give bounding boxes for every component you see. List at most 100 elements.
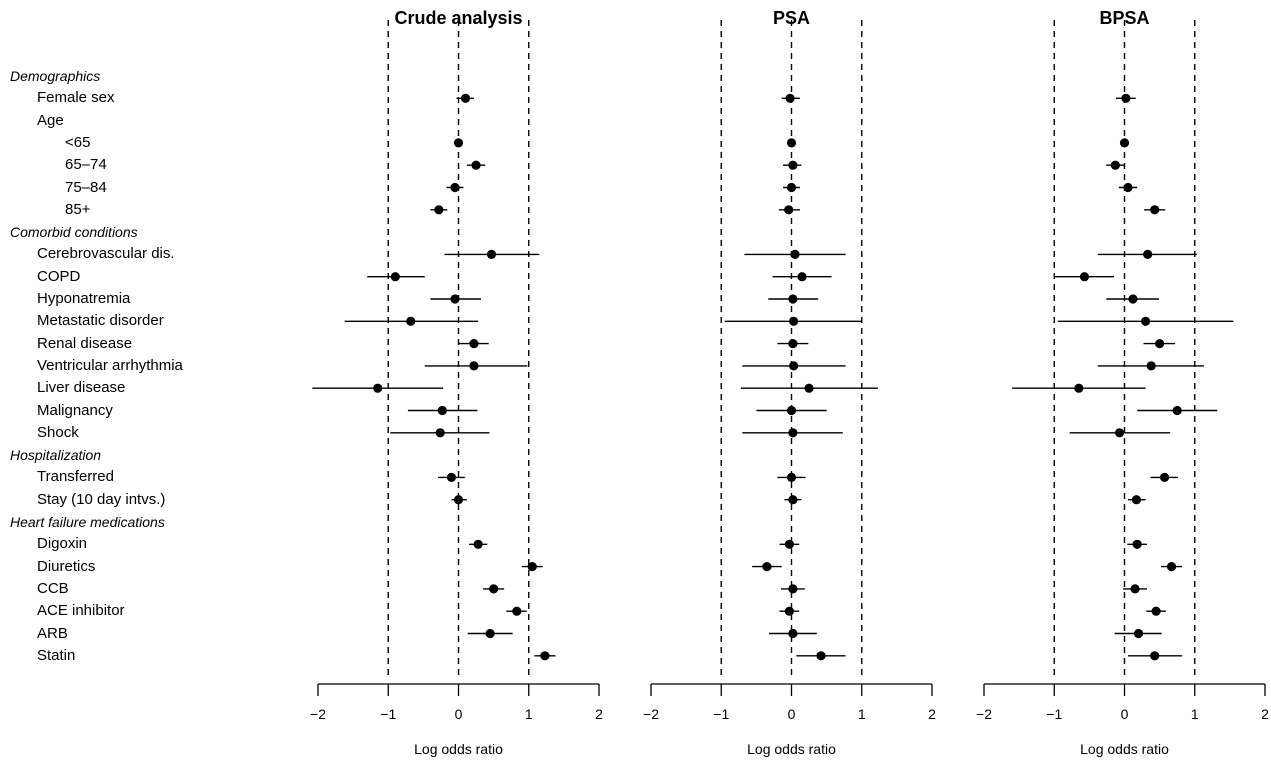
point-estimate	[788, 339, 798, 349]
point-estimate	[1119, 138, 1130, 148]
row-label: Stay (10 day intvs.)	[37, 490, 166, 508]
row-label: Digoxin	[37, 535, 88, 553]
x-tick-label: 0	[788, 706, 796, 722]
x-tick-label: 2	[595, 706, 603, 722]
point-estimate	[406, 316, 416, 326]
x-tick-label: −2	[643, 706, 659, 722]
section-label: Comorbid conditions	[10, 224, 138, 241]
point-estimate	[489, 584, 499, 594]
point-estimate	[450, 182, 460, 193]
row-label: Malignancy	[37, 401, 113, 419]
point-estimate	[788, 160, 798, 170]
row-label: Ventricular arrhythmia	[37, 356, 183, 374]
point-estimate	[1150, 651, 1160, 661]
point-estimate	[446, 472, 457, 482]
point-estimate	[762, 562, 772, 572]
point-estimate	[1143, 249, 1153, 259]
x-tick-label: −1	[1046, 706, 1062, 722]
point-estimate	[789, 361, 799, 371]
x-tick-label: 1	[525, 706, 533, 722]
row-label: 75–84	[65, 178, 107, 196]
point-estimate	[1146, 361, 1156, 371]
x-axis-label: Log odds ratio	[414, 741, 503, 757]
row-label: ARB	[37, 624, 68, 642]
point-estimate	[450, 294, 460, 304]
point-estimate	[527, 562, 537, 572]
point-estimate	[788, 294, 798, 304]
row-label: Age	[37, 111, 64, 129]
point-estimate	[460, 93, 471, 103]
point-estimate	[1150, 205, 1160, 215]
x-tick-label: 0	[455, 706, 463, 722]
point-estimate	[816, 651, 826, 661]
point-estimate	[786, 405, 797, 416]
point-estimate	[540, 651, 550, 661]
point-estimate	[1151, 606, 1161, 616]
point-estimate	[784, 606, 794, 616]
point-estimate	[486, 249, 497, 259]
point-estimate	[786, 472, 797, 482]
row-label: Transferred	[37, 468, 114, 486]
row-label: 65–74	[65, 156, 107, 174]
x-tick-label: 1	[1191, 706, 1199, 722]
point-estimate	[788, 495, 798, 505]
row-label: ACE inhibitor	[37, 602, 125, 620]
section-label: Heart failure medications	[10, 514, 165, 530]
row-label: Cerebrovascular dis.	[37, 245, 175, 263]
point-estimate	[437, 405, 447, 416]
x-tick-label: 1	[858, 706, 866, 722]
point-estimate	[1133, 628, 1144, 639]
row-label: Liver disease	[37, 379, 126, 397]
point-estimate	[804, 383, 814, 393]
point-estimate	[473, 539, 483, 549]
row-label: Renal disease	[37, 334, 133, 352]
point-estimate	[790, 249, 800, 259]
point-estimate	[785, 93, 795, 103]
point-estimate	[1131, 495, 1142, 505]
point-estimate	[434, 205, 444, 215]
point-estimate	[788, 628, 798, 639]
section-label: Hospitalization	[10, 447, 102, 464]
point-estimate	[453, 138, 464, 148]
x-axis-label: Log odds ratio	[1080, 741, 1169, 757]
row-label: 85+	[65, 200, 91, 218]
point-estimate	[485, 628, 495, 639]
point-estimate	[390, 272, 400, 282]
point-estimate	[1166, 562, 1177, 572]
section-label: Demographics	[10, 68, 101, 84]
point-estimate	[784, 205, 794, 215]
point-estimate	[469, 339, 479, 349]
row-label: COPD	[37, 267, 81, 285]
point-estimate	[788, 584, 798, 594]
row-label: Metastatic disorder	[37, 312, 164, 330]
x-tick-label: −2	[310, 706, 326, 722]
row-label: Diuretics	[37, 557, 96, 575]
x-tick-label: 2	[1261, 706, 1269, 722]
panel-title: Crude analysis	[394, 8, 522, 28]
x-tick-label: −1	[713, 706, 729, 722]
x-tick-label: 0	[1121, 706, 1129, 722]
point-estimate	[1110, 160, 1120, 170]
point-estimate	[373, 383, 383, 393]
point-estimate	[786, 182, 797, 193]
point-estimate	[1114, 428, 1125, 438]
x-axis-label: Log odds ratio	[747, 741, 836, 757]
row-label: <65	[65, 133, 91, 151]
row-label: Female sex	[37, 89, 115, 107]
row-labels: Demographics Female sex Age <65 65–74 75–84 85…	[0, 0, 320, 764]
point-estimate	[1074, 383, 1084, 393]
panel-title: PSA	[773, 8, 810, 28]
point-estimate	[1130, 584, 1140, 594]
point-estimate	[1140, 316, 1151, 326]
point-estimate	[1123, 182, 1133, 193]
x-tick-label: 2	[928, 706, 936, 722]
point-estimate	[786, 138, 797, 148]
point-estimate	[784, 539, 794, 549]
point-estimate	[1079, 272, 1090, 282]
point-estimate	[1121, 93, 1131, 103]
point-estimate	[1132, 539, 1142, 549]
row-label: Statin	[37, 646, 76, 664]
row-label: CCB	[37, 579, 69, 597]
point-estimate	[1159, 472, 1170, 482]
point-estimate	[788, 428, 798, 438]
